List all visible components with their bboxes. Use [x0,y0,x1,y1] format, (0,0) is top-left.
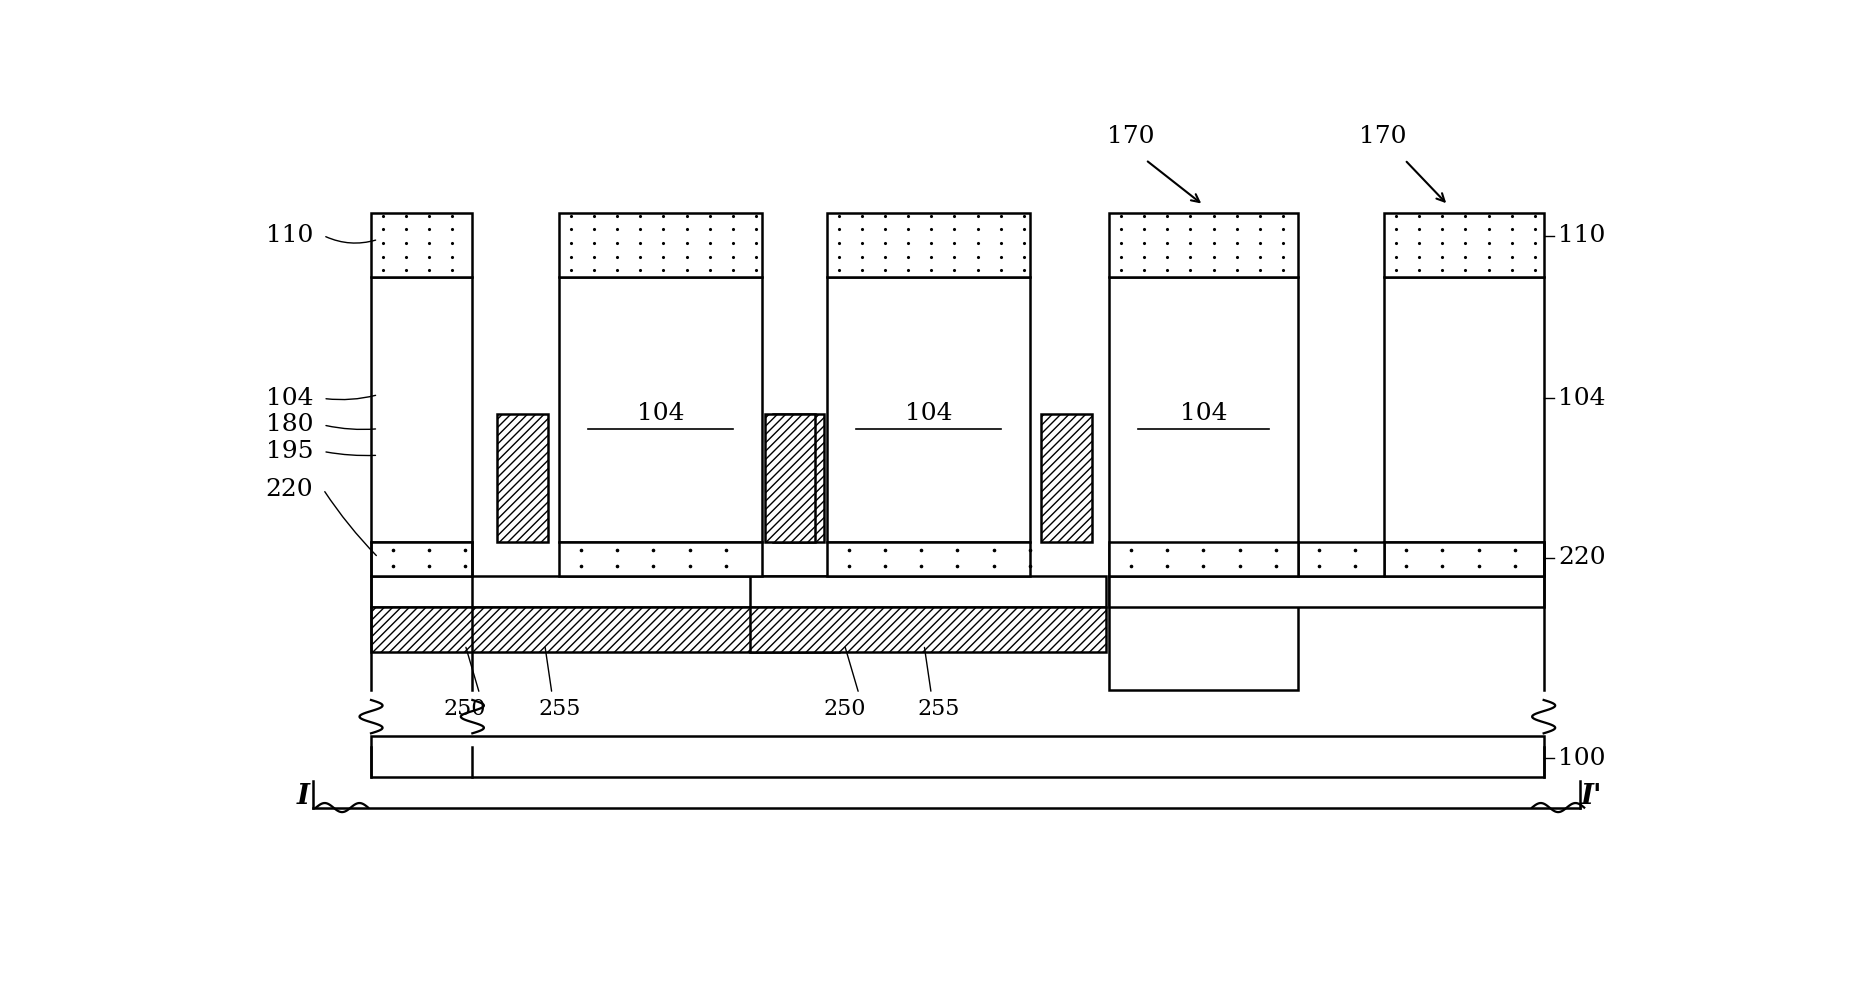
Bar [372,542,473,577]
Text: 104: 104 [1181,402,1227,425]
Bar [751,607,1106,652]
Bar [1384,213,1543,277]
Bar [372,736,1543,777]
Bar [1384,542,1543,577]
Bar [1110,277,1298,690]
Bar [559,277,762,542]
Text: 110: 110 [1558,224,1605,247]
Text: 104: 104 [265,387,314,410]
Bar [559,213,762,277]
Text: 220: 220 [265,478,314,501]
Bar [1298,542,1384,577]
Text: I': I' [1580,782,1603,810]
Bar [828,213,1029,277]
Bar [828,277,1029,542]
Text: 250: 250 [824,698,865,719]
Text: 255: 255 [538,698,581,719]
Bar [1384,277,1543,542]
Text: 110: 110 [265,224,314,247]
Text: I: I [297,782,310,810]
Bar [828,542,1029,577]
Text: 170: 170 [1108,125,1154,149]
Bar [1110,577,1543,607]
Text: 250: 250 [445,698,486,719]
Bar [751,577,1106,607]
Bar [372,213,473,277]
Text: 104: 104 [637,402,684,425]
Text: 104: 104 [904,402,953,425]
Bar [372,607,839,652]
Text: 255: 255 [917,698,960,719]
Bar [1110,542,1298,577]
Bar [1110,213,1298,277]
Bar [497,413,547,542]
Text: 100: 100 [1558,747,1606,769]
Text: 104: 104 [1558,387,1606,410]
Text: 170: 170 [1360,125,1407,149]
Text: 180: 180 [265,413,314,437]
Bar [764,413,816,542]
Bar [372,577,839,607]
Bar [773,413,824,542]
Bar [372,277,473,542]
Text: 220: 220 [1558,546,1606,569]
Text: 195: 195 [265,440,314,462]
Bar [559,542,762,577]
Bar [1040,413,1093,542]
